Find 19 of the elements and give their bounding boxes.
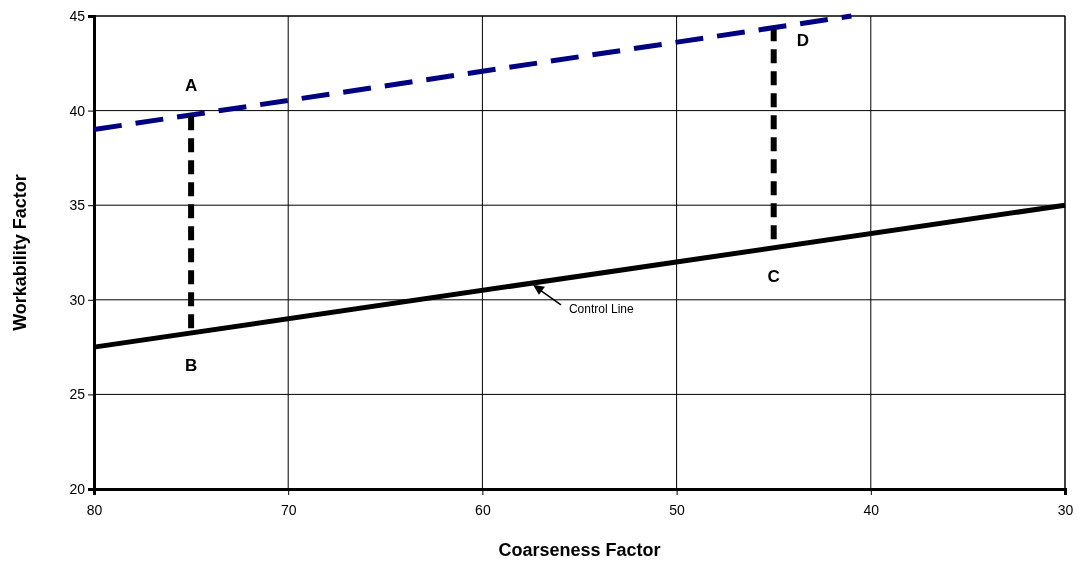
y-tick-label: 30 xyxy=(69,291,86,308)
x-tick-label: 40 xyxy=(863,501,880,518)
y-tick-label: 20 xyxy=(69,480,86,497)
annotation: Control Line xyxy=(568,301,634,316)
x-tick-label: 30 xyxy=(1057,501,1074,518)
x-tick-label: 60 xyxy=(475,501,491,518)
annotation: B xyxy=(184,355,198,375)
annotation: C xyxy=(767,266,780,286)
annotation: D xyxy=(796,31,809,51)
y-tick-label: 45 xyxy=(69,7,86,24)
annotation: A xyxy=(184,75,198,95)
y-tick-label: 35 xyxy=(69,197,86,214)
y-tick-label: 40 xyxy=(69,102,86,119)
y-axis-title: Workability Factor xyxy=(10,174,30,331)
x-tick-label: 80 xyxy=(86,501,103,518)
x-tick-label: 70 xyxy=(280,501,297,518)
x-axis-title: Coarseness Factor xyxy=(498,540,661,560)
y-tick-label: 25 xyxy=(69,386,86,403)
x-tick-label: 50 xyxy=(669,501,686,518)
